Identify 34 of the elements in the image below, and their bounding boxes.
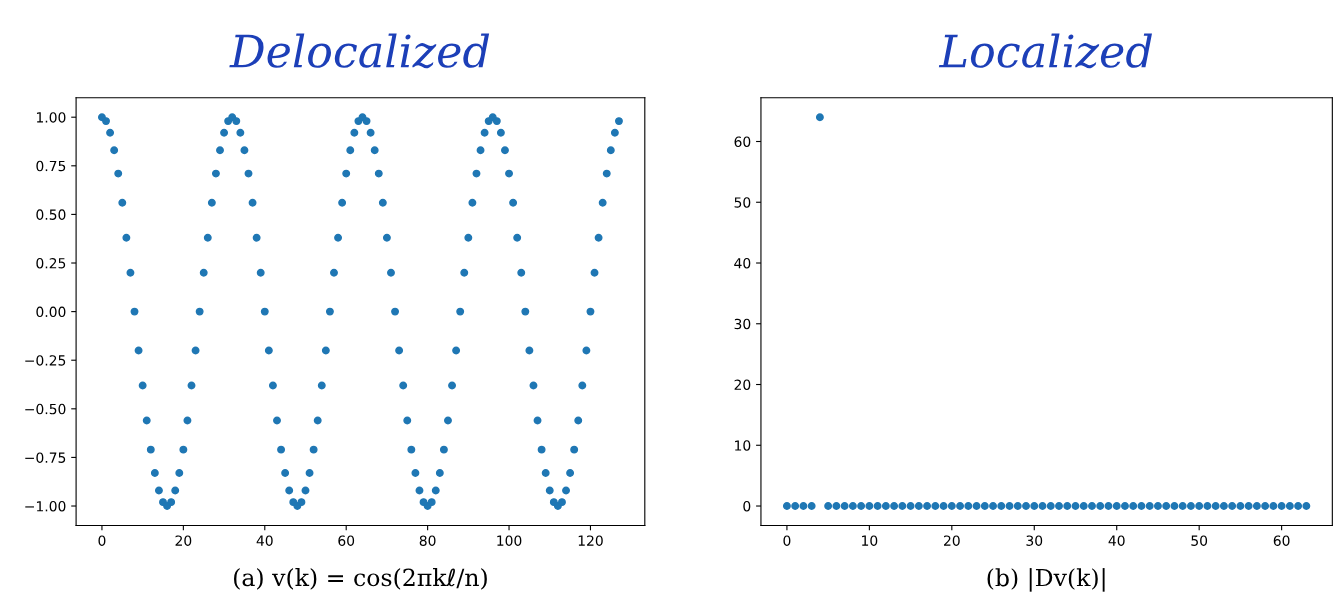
y-tick-label: 0.75 (36, 160, 66, 172)
x-axis-title: (a) v(k) = cos(2πkℓ/n) (234, 568, 487, 590)
y-tick-label: 0.25 (36, 257, 66, 269)
y-tick-label: −0.75 (25, 452, 66, 463)
x-tick-label: 80 (419, 535, 436, 546)
x-tick-label: 60 (1273, 535, 1290, 546)
x-tick-label: 30 (1026, 535, 1043, 546)
y-tick-label: 50 (734, 197, 751, 208)
y-tick-label: −0.25 (25, 355, 66, 366)
x-tick-label: 40 (1108, 535, 1125, 546)
x-tick-label: 20 (944, 535, 960, 546)
y-tick-label: −1.00 (25, 500, 66, 512)
x-tick-label: 0 (783, 535, 791, 546)
y-tick-label: 0 (743, 500, 751, 512)
y-tick-label: 30 (734, 318, 751, 330)
y-tick-label: 20 (734, 379, 751, 390)
x-tick-label: 0 (98, 535, 106, 546)
x-tick-label: 50 (1191, 535, 1208, 546)
y-tick-label: 40 (734, 257, 751, 269)
chart-title: Localized (938, 33, 1152, 69)
x-axis-title: (b) |Dv(k)| (987, 568, 1105, 592)
y-tick-label: −0.50 (25, 403, 66, 415)
y-tick-label: 0.00 (36, 306, 66, 318)
y-tick-label: 1.00 (36, 112, 66, 123)
x-tick-label: 40 (256, 535, 273, 546)
x-tick-label: 10 (862, 535, 878, 546)
x-tick-label: 20 (175, 535, 192, 546)
x-tick-label: 60 (338, 535, 355, 546)
x-tick-label: 100 (497, 535, 522, 546)
y-tick-label: 10 (735, 440, 751, 451)
chart-title: Delocalized (229, 33, 490, 69)
y-tick-label: 0.50 (36, 209, 66, 220)
x-tick-label: 120 (578, 535, 603, 546)
y-tick-label: 60 (734, 136, 751, 147)
